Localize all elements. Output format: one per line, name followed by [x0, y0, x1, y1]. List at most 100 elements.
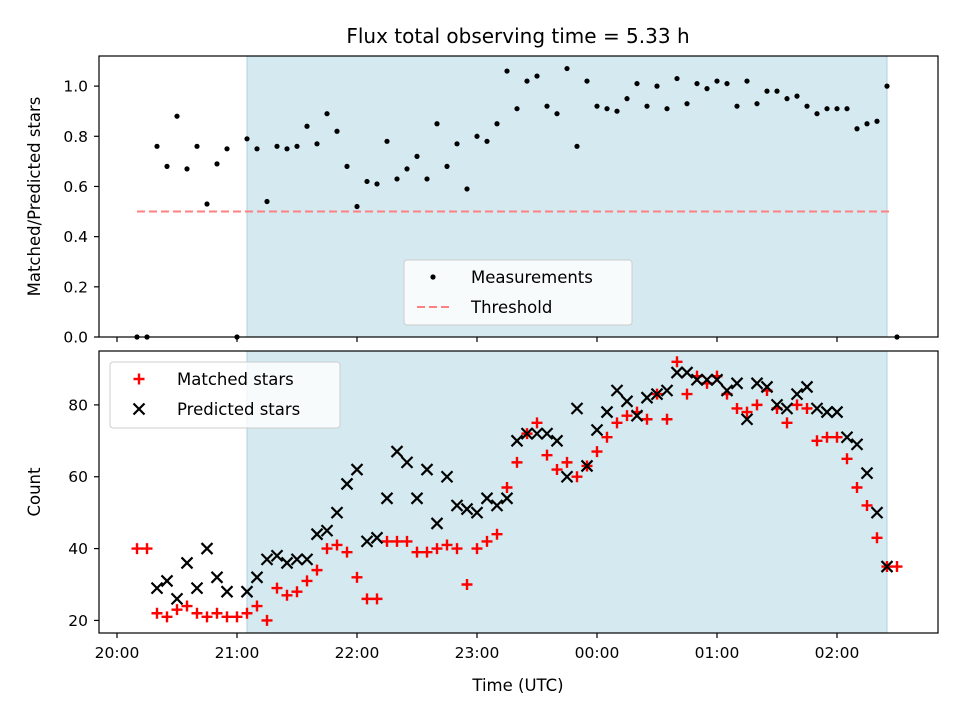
- data-point: [544, 103, 550, 109]
- data-point: [591, 446, 603, 458]
- data-point: [710, 373, 724, 387]
- series-measurements: [134, 65, 900, 340]
- data-point: [310, 527, 324, 541]
- data-point: [584, 78, 590, 84]
- data-point: [451, 543, 463, 555]
- data-point: [660, 384, 674, 397]
- data-point: [854, 126, 860, 132]
- data-point: [601, 431, 613, 443]
- data-point: [580, 459, 594, 473]
- x-tick-label: 00:00: [575, 644, 620, 662]
- x-tick-label: 22:00: [335, 644, 380, 662]
- data-point: [411, 546, 423, 558]
- data-point: [571, 471, 583, 483]
- data-point: [514, 106, 520, 112]
- data-point: [560, 470, 574, 484]
- data-point: [320, 524, 334, 537]
- data-point: [801, 402, 813, 414]
- data-point: [531, 417, 543, 429]
- legend: Measurements Threshold: [403, 259, 633, 326]
- data-point: [811, 435, 823, 447]
- data-point: [131, 543, 143, 555]
- data-point: [750, 377, 764, 390]
- data-point: [634, 80, 640, 87]
- data-point: [760, 380, 774, 394]
- data-point: [331, 539, 343, 551]
- data-point: [190, 581, 204, 595]
- legend-marker: [132, 402, 146, 416]
- y-axis-title: Count: [25, 467, 44, 517]
- data-point: [554, 111, 560, 117]
- data-point: [724, 80, 730, 87]
- data-point: [211, 607, 223, 619]
- data-point: [414, 153, 420, 159]
- data-point: [800, 380, 814, 394]
- data-point: [540, 427, 554, 440]
- data-point: [604, 106, 610, 112]
- data-point: [361, 593, 373, 605]
- data-point: [551, 464, 563, 476]
- data-point: [214, 161, 220, 167]
- y-tick-label: 80: [68, 396, 88, 414]
- data-point: [150, 581, 164, 595]
- data-point: [460, 502, 474, 516]
- data-point: [241, 607, 253, 619]
- data-point: [700, 373, 714, 387]
- data-point: [671, 356, 683, 368]
- data-point: [354, 203, 360, 210]
- data-point: [264, 198, 270, 205]
- legend-label: Threshold: [470, 298, 552, 317]
- data-point: [340, 477, 354, 491]
- data-point: [824, 106, 830, 112]
- data-point: [501, 482, 513, 494]
- x-tick-label: 02:00: [815, 644, 860, 662]
- legend-label: Predicted stars: [177, 400, 300, 419]
- data-point: [864, 121, 870, 127]
- data-point: [731, 402, 743, 414]
- x-tick-label: 01:00: [695, 644, 740, 662]
- data-point: [221, 611, 233, 623]
- data-point: [464, 186, 470, 192]
- data-point: [520, 427, 534, 440]
- data-point: [201, 611, 213, 623]
- data-point: [210, 571, 224, 584]
- data-point: [681, 388, 693, 400]
- data-point: [314, 141, 320, 147]
- data-point: [650, 387, 664, 401]
- data-point: [161, 611, 173, 623]
- y-tick-label: 0.4: [63, 228, 88, 246]
- data-point: [504, 68, 510, 74]
- data-point: [184, 166, 190, 172]
- x-axis-title: Time (UTC): [471, 676, 563, 695]
- data-point: [440, 470, 454, 484]
- data-point: [344, 163, 350, 169]
- y-tick-label: 1.0: [63, 78, 88, 96]
- legend-label: Matched stars: [177, 370, 294, 389]
- data-point: [240, 585, 254, 598]
- data-point: [844, 106, 850, 112]
- y-tick-label: 0.0: [63, 329, 88, 347]
- data-point: [384, 138, 390, 144]
- data-point: [151, 607, 163, 619]
- data-point: [861, 499, 873, 511]
- data-point: [564, 65, 570, 72]
- legend: Matched stars Predicted stars: [109, 361, 341, 429]
- data-point: [621, 410, 633, 422]
- data-point: [570, 402, 584, 415]
- data-point: [654, 83, 660, 89]
- data-point: [821, 431, 833, 443]
- data-point: [774, 88, 780, 94]
- data-point: [380, 492, 394, 505]
- data-point: [224, 146, 230, 152]
- data-point: [330, 506, 344, 519]
- data-point: [261, 614, 273, 626]
- data-point: [471, 543, 483, 555]
- data-point: [204, 201, 210, 207]
- data-point: [450, 499, 464, 512]
- top-panel: 0.0 0.2 0.4 0.6 0.8 1.0 Matched/Predicted star…: [25, 55, 939, 347]
- y-axis-title: Matched/Predicted stars: [25, 97, 44, 297]
- data-point: [680, 366, 694, 379]
- data-point: [834, 106, 840, 112]
- data-point: [741, 406, 753, 418]
- data-point: [364, 178, 370, 185]
